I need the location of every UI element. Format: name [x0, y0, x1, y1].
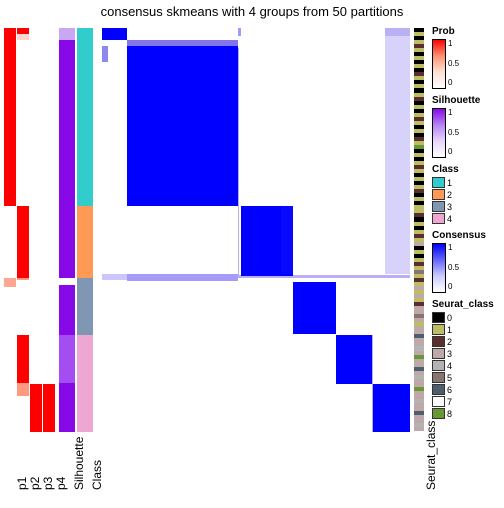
heatmap-block — [238, 28, 241, 36]
page-title: consensus skmeans with 4 groups from 50 … — [0, 4, 504, 19]
xlabel-Seurat_class: Seurat_class — [424, 421, 438, 490]
seurat-track — [414, 28, 424, 432]
track-p2 — [17, 28, 29, 432]
swatch — [432, 177, 445, 188]
swatch — [432, 348, 445, 359]
swatch-label: 4 — [447, 214, 452, 224]
track-p4 — [43, 28, 55, 432]
legend-title: Class — [432, 164, 502, 175]
heatmap-block — [385, 36, 410, 274]
xlabel-p4: p4 — [54, 477, 68, 490]
heatmap-block — [102, 28, 127, 40]
swatch — [432, 312, 445, 323]
swatch-label: 8 — [447, 409, 452, 419]
heatmap-block — [385, 28, 410, 36]
track-Class — [77, 28, 93, 432]
xlabel-Silhouette: Silhouette — [72, 437, 86, 490]
heatmap-block — [373, 384, 410, 432]
swatch — [432, 360, 445, 371]
swatch-label: 4 — [447, 361, 452, 371]
swatch-label: 1 — [447, 325, 452, 335]
swatch — [432, 408, 445, 419]
heatmap-block — [102, 46, 108, 62]
swatch-label: 3 — [447, 349, 452, 359]
track-p3 — [30, 28, 42, 432]
heatmap-block — [127, 44, 238, 206]
heatmap — [102, 28, 410, 432]
heatmap-block — [293, 282, 336, 335]
swatch — [432, 189, 445, 200]
swatch-label: 6 — [447, 385, 452, 395]
heatmap-block — [127, 274, 238, 280]
heatmap-block — [281, 206, 293, 275]
heatmap-block — [336, 335, 373, 383]
track-p1 — [4, 28, 16, 432]
colorbar — [432, 39, 446, 89]
plot-region: p1p2p3p4SilhouetteClassSeurat_class — [2, 28, 502, 476]
swatch — [432, 336, 445, 347]
swatch-label: 3 — [447, 202, 452, 212]
swatch-label: 2 — [447, 337, 452, 347]
xlabel-p3: p3 — [41, 477, 55, 490]
xlabel-Class: Class — [90, 460, 104, 490]
colorbar — [432, 108, 446, 158]
swatch — [432, 324, 445, 335]
legend-title: Silhouette — [432, 95, 502, 106]
heatmap-block — [102, 274, 127, 280]
xlabel-p2: p2 — [28, 477, 42, 490]
swatch-label: 2 — [447, 190, 452, 200]
legend-title: Seurat_class — [432, 299, 502, 310]
swatch — [432, 372, 445, 383]
track-Silhouette — [59, 28, 75, 432]
legends: Prob10.50Silhouette10.50Class1234Consens… — [432, 26, 502, 425]
swatch-label: 1 — [447, 178, 452, 188]
legend-title: Consensus — [432, 230, 502, 241]
swatch-label: 7 — [447, 397, 452, 407]
swatch-label: 5 — [447, 373, 452, 383]
xlabel-p1: p1 — [15, 477, 29, 490]
swatch — [432, 201, 445, 212]
heatmap-block — [127, 40, 238, 46]
colorbar — [432, 243, 446, 293]
swatch — [432, 213, 445, 224]
swatch — [432, 396, 445, 407]
swatch-label: 0 — [447, 313, 452, 323]
swatch — [432, 384, 445, 395]
legend-title: Prob — [432, 26, 502, 37]
heatmap-block — [238, 48, 240, 278]
